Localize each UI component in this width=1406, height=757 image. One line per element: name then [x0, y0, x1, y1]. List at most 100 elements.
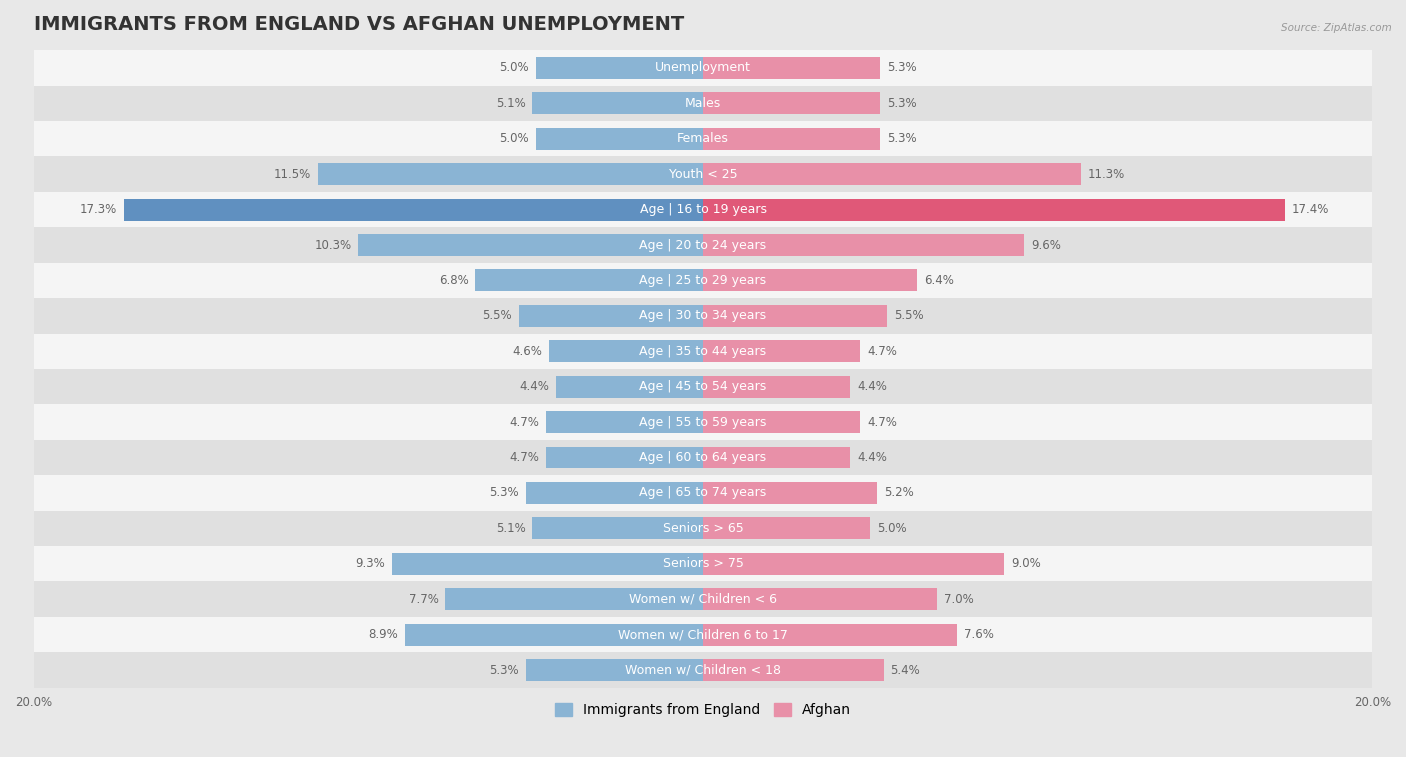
- Bar: [34, 369, 1372, 404]
- Text: Age | 16 to 19 years: Age | 16 to 19 years: [640, 203, 766, 216]
- Text: 9.6%: 9.6%: [1031, 238, 1062, 251]
- Text: 6.4%: 6.4%: [924, 274, 953, 287]
- Bar: [533, 517, 703, 539]
- Text: Women w/ Children < 18: Women w/ Children < 18: [626, 664, 780, 677]
- Bar: [546, 447, 703, 469]
- Bar: [555, 375, 703, 397]
- Bar: [34, 334, 1372, 369]
- Text: 5.5%: 5.5%: [482, 310, 512, 322]
- Bar: [392, 553, 703, 575]
- Bar: [703, 305, 887, 327]
- Text: 4.7%: 4.7%: [868, 416, 897, 428]
- Text: Source: ZipAtlas.com: Source: ZipAtlas.com: [1281, 23, 1392, 33]
- Text: 5.5%: 5.5%: [894, 310, 924, 322]
- Bar: [703, 588, 938, 610]
- Bar: [703, 482, 877, 504]
- Text: 4.4%: 4.4%: [519, 380, 548, 393]
- Text: 5.4%: 5.4%: [890, 664, 920, 677]
- Text: 10.3%: 10.3%: [315, 238, 352, 251]
- Bar: [318, 164, 703, 185]
- Bar: [536, 57, 703, 79]
- Bar: [703, 269, 917, 291]
- Text: 4.6%: 4.6%: [512, 344, 543, 358]
- Bar: [34, 86, 1372, 121]
- Text: Age | 60 to 64 years: Age | 60 to 64 years: [640, 451, 766, 464]
- Bar: [703, 57, 880, 79]
- Bar: [526, 659, 703, 681]
- Text: 5.0%: 5.0%: [499, 132, 529, 145]
- Text: 5.3%: 5.3%: [489, 487, 519, 500]
- Bar: [703, 624, 957, 646]
- Bar: [533, 92, 703, 114]
- Bar: [34, 440, 1372, 475]
- Text: Age | 55 to 59 years: Age | 55 to 59 years: [640, 416, 766, 428]
- Bar: [446, 588, 703, 610]
- Text: Age | 30 to 34 years: Age | 30 to 34 years: [640, 310, 766, 322]
- Text: 5.1%: 5.1%: [496, 97, 526, 110]
- Text: 4.4%: 4.4%: [858, 380, 887, 393]
- Bar: [34, 546, 1372, 581]
- Bar: [34, 50, 1372, 86]
- Text: 17.4%: 17.4%: [1292, 203, 1330, 216]
- Text: 7.6%: 7.6%: [965, 628, 994, 641]
- Bar: [548, 341, 703, 363]
- Text: Age | 35 to 44 years: Age | 35 to 44 years: [640, 344, 766, 358]
- Bar: [546, 411, 703, 433]
- Bar: [519, 305, 703, 327]
- Text: Males: Males: [685, 97, 721, 110]
- Bar: [703, 198, 1285, 220]
- Bar: [703, 128, 880, 150]
- Legend: Immigrants from England, Afghan: Immigrants from England, Afghan: [550, 698, 856, 723]
- Bar: [536, 128, 703, 150]
- Bar: [34, 227, 1372, 263]
- Bar: [703, 447, 851, 469]
- Bar: [703, 164, 1081, 185]
- Text: Age | 20 to 24 years: Age | 20 to 24 years: [640, 238, 766, 251]
- Text: 17.3%: 17.3%: [80, 203, 117, 216]
- Bar: [703, 341, 860, 363]
- Text: 5.0%: 5.0%: [499, 61, 529, 74]
- Bar: [34, 404, 1372, 440]
- Bar: [703, 517, 870, 539]
- Text: Age | 65 to 74 years: Age | 65 to 74 years: [640, 487, 766, 500]
- Bar: [34, 263, 1372, 298]
- Text: Unemployment: Unemployment: [655, 61, 751, 74]
- Bar: [526, 482, 703, 504]
- Bar: [703, 375, 851, 397]
- Bar: [703, 234, 1025, 256]
- Text: 5.0%: 5.0%: [877, 522, 907, 535]
- Text: 4.7%: 4.7%: [509, 451, 538, 464]
- Text: 11.5%: 11.5%: [274, 167, 311, 181]
- Bar: [124, 198, 703, 220]
- Text: 5.3%: 5.3%: [887, 132, 917, 145]
- Text: Seniors > 65: Seniors > 65: [662, 522, 744, 535]
- Bar: [703, 411, 860, 433]
- Bar: [34, 475, 1372, 511]
- Text: Women w/ Children < 6: Women w/ Children < 6: [628, 593, 778, 606]
- Text: Age | 25 to 29 years: Age | 25 to 29 years: [640, 274, 766, 287]
- Text: 7.0%: 7.0%: [943, 593, 974, 606]
- Text: 4.4%: 4.4%: [858, 451, 887, 464]
- Bar: [359, 234, 703, 256]
- Bar: [703, 659, 884, 681]
- Text: 5.1%: 5.1%: [496, 522, 526, 535]
- Bar: [34, 298, 1372, 334]
- Text: 9.3%: 9.3%: [356, 557, 385, 570]
- Bar: [34, 617, 1372, 653]
- Text: 5.3%: 5.3%: [489, 664, 519, 677]
- Bar: [34, 511, 1372, 546]
- Bar: [34, 581, 1372, 617]
- Bar: [34, 192, 1372, 227]
- Text: Women w/ Children 6 to 17: Women w/ Children 6 to 17: [619, 628, 787, 641]
- Text: 5.2%: 5.2%: [884, 487, 914, 500]
- Text: 4.7%: 4.7%: [509, 416, 538, 428]
- Text: 9.0%: 9.0%: [1011, 557, 1040, 570]
- Text: Age | 45 to 54 years: Age | 45 to 54 years: [640, 380, 766, 393]
- Bar: [34, 157, 1372, 192]
- Text: IMMIGRANTS FROM ENGLAND VS AFGHAN UNEMPLOYMENT: IMMIGRANTS FROM ENGLAND VS AFGHAN UNEMPL…: [34, 15, 683, 34]
- Text: Youth < 25: Youth < 25: [669, 167, 737, 181]
- Bar: [475, 269, 703, 291]
- Bar: [703, 553, 1004, 575]
- Bar: [703, 92, 880, 114]
- Bar: [34, 653, 1372, 687]
